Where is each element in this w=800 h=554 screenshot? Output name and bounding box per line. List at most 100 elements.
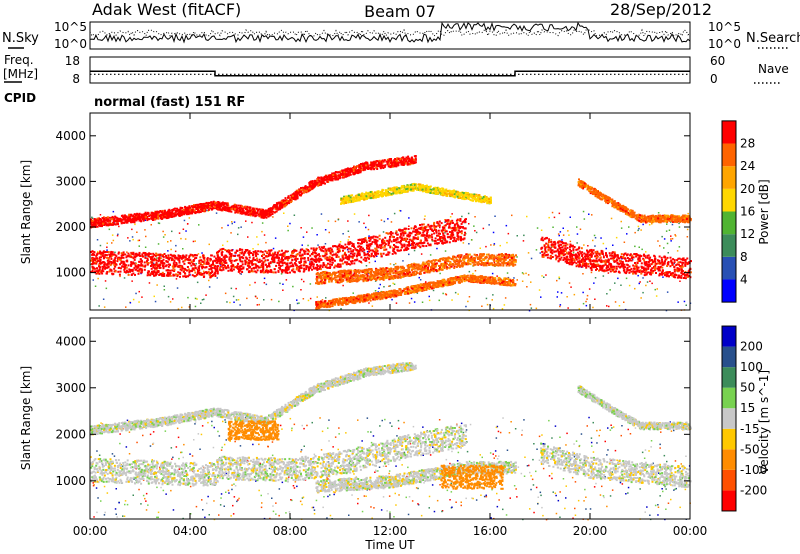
scatter-cell [353, 262, 355, 264]
scatter-speckle [561, 254, 563, 256]
scatter-speckle [624, 242, 626, 244]
freq-trace [90, 71, 690, 75]
scatter-cell [433, 232, 435, 234]
scatter-cell [105, 222, 107, 224]
scatter-cell [307, 259, 309, 261]
scatter-speckle [647, 281, 649, 283]
scatter-cell [108, 219, 110, 221]
scatter-cell [263, 272, 265, 274]
scatter-cell [350, 250, 352, 252]
scatter-cell [241, 261, 243, 263]
scatter-speckle [548, 217, 550, 219]
scatter-cell [163, 213, 165, 215]
scatter-cell [166, 269, 168, 271]
scatter-cell [396, 230, 398, 232]
scatter-speckle [480, 248, 482, 250]
scatter-speckle [255, 296, 257, 298]
scatter-cell [316, 264, 318, 266]
scatter-cell [388, 242, 390, 244]
scatter-cell [275, 271, 277, 273]
scatter-cell [425, 237, 427, 239]
scatter-cell [108, 254, 110, 256]
scatter-cell [189, 207, 191, 209]
scatter-cell [249, 257, 251, 259]
scatter-cell [163, 267, 165, 269]
scatter-speckle [237, 234, 239, 236]
scatter-cell [447, 220, 449, 222]
scatter-cell [338, 171, 340, 173]
scatter-cell [297, 258, 299, 260]
scatter-speckle [329, 232, 331, 234]
scatter-cell [338, 245, 340, 247]
scatter-cell [174, 215, 176, 217]
scatter-speckle [422, 302, 424, 304]
scatter-cell [314, 184, 316, 186]
scatter-cell [282, 262, 284, 264]
scatter-cell [450, 220, 452, 222]
scatter-cell [147, 259, 149, 261]
scatter-speckle [340, 241, 342, 243]
scatter-cell [417, 236, 419, 238]
scatter-cell [422, 227, 424, 229]
scatter-cell [377, 236, 379, 238]
scatter-speckle [570, 217, 572, 219]
scatter-speckle [226, 301, 228, 303]
scatter-speckle [162, 231, 164, 233]
scatter-cell [92, 266, 94, 268]
scatter-cell [169, 270, 171, 272]
scatter-cell [141, 268, 143, 270]
scatter-cell [368, 251, 370, 253]
scatter-cell [188, 211, 190, 213]
scatter-cell [461, 232, 463, 234]
scatter-cell [321, 249, 323, 251]
scatter-cell [366, 242, 368, 244]
scatter-cell [247, 214, 249, 216]
scatter-cell [255, 265, 257, 267]
scatter-cell [438, 242, 440, 244]
scatter-cell [393, 165, 395, 167]
scatter-cell [262, 269, 264, 271]
scatter-cell [170, 254, 172, 256]
scatter-speckle [222, 245, 224, 247]
scatter-speckle [595, 277, 597, 279]
scatter-cell [357, 170, 359, 172]
scatter-speckle [175, 245, 177, 247]
scatter-cell [113, 218, 115, 220]
scatter-speckle [233, 302, 235, 304]
scatter-cell [324, 257, 326, 259]
scatter-speckle [368, 215, 370, 217]
scatter-cell [239, 208, 241, 210]
scatter-cell [384, 166, 386, 168]
scatter-speckle [131, 280, 133, 282]
scatter-cell [122, 261, 124, 263]
scatter-cell [197, 270, 199, 272]
scatter-cell [375, 254, 377, 256]
scatter-cell [231, 250, 233, 252]
scatter-speckle [317, 244, 319, 246]
scatter-cell [158, 259, 160, 261]
scatter-cell [97, 260, 99, 262]
scatter-speckle [684, 301, 686, 303]
scatter-cell [364, 239, 366, 241]
scatter-speckle [145, 236, 147, 238]
scatter-cell [373, 251, 375, 253]
scatter-cell [259, 251, 261, 253]
scatter-cell [244, 206, 246, 208]
scatter-cell [334, 245, 336, 247]
scatter-cell [193, 205, 195, 207]
scatter-cell [91, 223, 93, 225]
scatter-cell [102, 221, 104, 223]
scatter-cell [405, 159, 407, 161]
scatter-cell [272, 254, 274, 256]
scatter-cell [439, 238, 441, 240]
scatter-cell [363, 241, 365, 243]
scatter-cell [375, 166, 377, 168]
scatter-cell [275, 265, 277, 267]
nsearch-tick-high: 10^5 [708, 20, 741, 34]
scatter-cell [283, 199, 285, 201]
scatter-speckle [183, 229, 185, 231]
scatter-speckle [368, 235, 370, 237]
scatter-speckle [187, 297, 189, 299]
scatter-speckle [394, 213, 396, 215]
scatter-cell [311, 258, 313, 260]
